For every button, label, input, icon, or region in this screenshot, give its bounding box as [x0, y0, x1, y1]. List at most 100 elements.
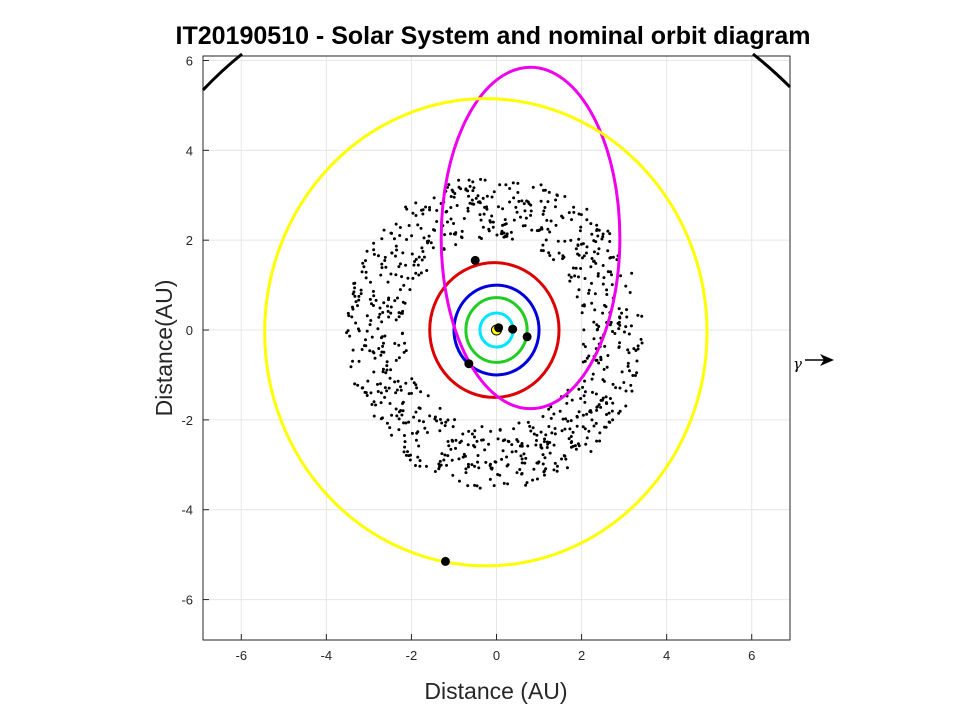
asteroid	[570, 218, 574, 222]
asteroid	[401, 309, 405, 313]
asteroid	[518, 467, 522, 471]
asteroid	[351, 292, 355, 296]
asteroid	[359, 292, 363, 296]
asteroid	[541, 415, 545, 419]
asteroid	[466, 209, 470, 213]
asteroid	[555, 464, 559, 468]
asteroid	[364, 270, 368, 274]
asteroid	[444, 420, 448, 424]
asteroid	[595, 227, 599, 231]
asteroid	[399, 388, 403, 392]
asteroid	[437, 462, 441, 466]
asteroid	[542, 209, 546, 213]
asteroid	[573, 274, 577, 278]
asteroid	[357, 298, 361, 302]
asteroid	[365, 314, 369, 318]
asteroid	[610, 329, 614, 333]
asteroid	[390, 251, 394, 255]
asteroid	[553, 427, 557, 431]
asteroid	[577, 253, 581, 257]
asteroid	[475, 484, 479, 488]
asteroid	[454, 243, 458, 247]
asteroid	[636, 344, 640, 348]
x-axis-label: Distance (AU)	[424, 678, 567, 704]
asteroid	[574, 266, 578, 270]
asteroid	[365, 249, 369, 253]
asteroid	[563, 427, 567, 431]
asteroid	[508, 200, 512, 204]
asteroid	[549, 219, 553, 223]
asteroid	[520, 457, 524, 461]
asteroid	[524, 483, 528, 487]
asteroid	[435, 208, 439, 212]
asteroid	[360, 347, 364, 351]
asteroid	[538, 228, 542, 232]
asteroid	[490, 214, 494, 218]
asteroid	[464, 467, 468, 471]
asteroid	[421, 420, 425, 424]
asteroid	[597, 324, 601, 328]
asteroid	[577, 212, 581, 216]
asteroid	[589, 265, 593, 269]
asteroid	[562, 454, 566, 458]
asteroid	[372, 248, 376, 252]
asteroid	[371, 350, 375, 354]
asteroid	[493, 460, 497, 464]
asteroid	[590, 390, 594, 394]
asteroid	[572, 210, 576, 214]
asteroid	[447, 183, 451, 187]
asteroid	[587, 291, 591, 295]
asteroid	[407, 454, 411, 458]
asteroid	[620, 370, 624, 374]
asteroid	[480, 438, 484, 442]
asteroid	[407, 420, 411, 424]
asteroid	[383, 255, 387, 259]
asteroid	[532, 432, 536, 436]
asteroid	[449, 205, 453, 209]
asteroid	[461, 432, 465, 436]
asteroid	[601, 235, 605, 239]
asteroid	[414, 201, 418, 205]
asteroid	[397, 356, 401, 360]
asteroid	[397, 417, 401, 421]
asteroid	[503, 218, 507, 222]
asteroid	[509, 230, 513, 234]
asteroid	[591, 372, 595, 376]
asteroid	[577, 444, 581, 448]
asteroid	[618, 323, 622, 327]
asteroid	[410, 234, 414, 238]
asteroid	[466, 443, 470, 447]
asteroid	[478, 213, 482, 217]
asteroid	[491, 220, 495, 224]
asteroid	[400, 402, 404, 406]
asteroid	[365, 329, 369, 333]
asteroid	[602, 367, 606, 371]
asteroid	[384, 371, 388, 375]
asteroid	[394, 244, 398, 248]
asteroid	[550, 431, 554, 435]
asteroid	[555, 469, 559, 473]
asteroid	[547, 251, 551, 255]
asteroid	[575, 295, 579, 299]
asteroid	[468, 184, 472, 188]
asteroid	[496, 473, 500, 477]
asteroid	[393, 299, 397, 303]
asteroid	[542, 473, 546, 477]
asteroid	[403, 440, 407, 444]
asteroid	[589, 281, 593, 285]
asteroid	[403, 341, 407, 345]
asteroid	[574, 447, 578, 451]
asteroid	[372, 414, 376, 418]
asteroid	[608, 232, 612, 236]
planet	[522, 332, 532, 342]
asteroid	[404, 421, 408, 425]
asteroid	[412, 415, 416, 419]
asteroid	[517, 421, 521, 425]
asteroid	[451, 425, 455, 429]
asteroid	[395, 248, 399, 252]
asteroid	[552, 443, 556, 447]
asteroid	[608, 397, 612, 401]
asteroid	[515, 438, 519, 442]
asteroid	[561, 417, 565, 421]
